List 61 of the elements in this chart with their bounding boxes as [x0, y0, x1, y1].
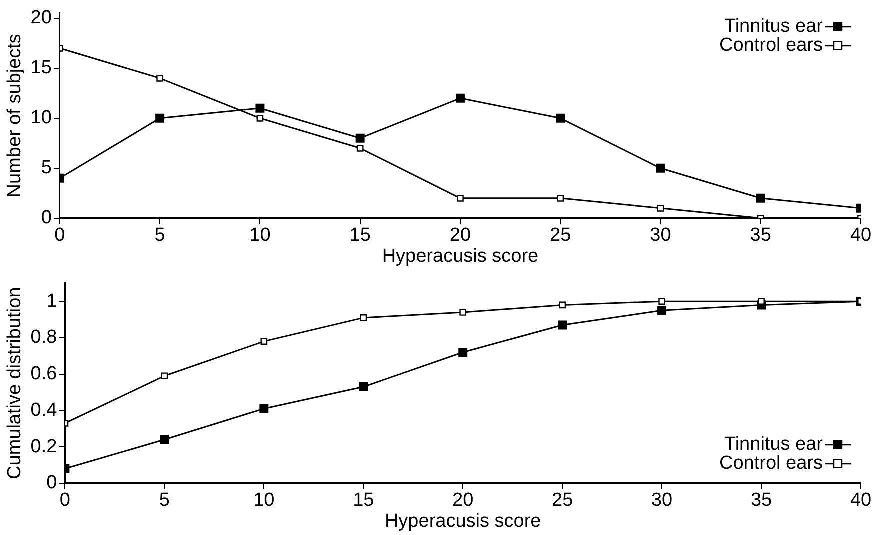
x-tick-label: 35 [750, 490, 772, 512]
point [161, 372, 168, 380]
x-axis-title: Hyperacusis score [384, 510, 542, 532]
x-tick-label: 15 [353, 490, 374, 512]
point [256, 104, 265, 113]
y-tick-label: 0.6 [30, 364, 58, 385]
x-tick-label: 10 [250, 225, 271, 246]
x-tick-label: 30 [651, 490, 673, 512]
x-tick-label: 0 [60, 490, 70, 512]
point [156, 114, 165, 123]
y-axis-title: Number of subjects [4, 34, 26, 198]
y-tick-label: 15 [30, 58, 52, 79]
point [160, 435, 170, 444]
point [156, 74, 164, 82]
point [556, 114, 566, 123]
point [260, 338, 268, 346]
x-tick-label: 5 [159, 490, 170, 512]
x-tick-label: 5 [154, 225, 166, 246]
point [256, 114, 264, 122]
point [559, 302, 566, 309]
legend-label: Control ears [720, 35, 823, 56]
point [360, 314, 368, 322]
point [658, 306, 667, 316]
legend-label: Tinnitus ear [724, 16, 824, 38]
y-tick-label: 0.4 [30, 400, 58, 421]
point [260, 404, 269, 414]
point [460, 309, 467, 316]
point [656, 164, 666, 173]
y-tick-label: 5 [41, 158, 52, 179]
point [356, 144, 364, 152]
legend-label: Tinnitus ear [724, 434, 824, 456]
x-tick-label: 30 [650, 225, 672, 246]
point [658, 298, 666, 306]
legend-label: Control ears [720, 453, 823, 474]
y-tick-label: 0 [46, 472, 58, 494]
y-tick-label: 1 [46, 290, 58, 312]
point [457, 194, 464, 202]
x-tick-label: 25 [552, 490, 574, 512]
point [558, 320, 568, 330]
y-axis-title: Cumulative distribution [4, 287, 26, 480]
y-tick-label: 0.8 [30, 327, 58, 348]
x-tick-label: 40 [850, 225, 872, 246]
x-tick-label: 10 [254, 490, 275, 512]
point [356, 134, 365, 143]
y-tick-label: 0.2 [30, 436, 58, 458]
x-axis-title: Hyperacusis score [382, 246, 539, 267]
x-tick-label: 40 [850, 490, 872, 512]
point [359, 382, 368, 392]
point [458, 348, 468, 357]
x-tick-label: 25 [550, 225, 572, 246]
x-tick-label: 20 [450, 225, 472, 246]
point [756, 194, 766, 203]
point [557, 194, 564, 202]
point [657, 204, 664, 212]
x-tick-label: 15 [350, 225, 371, 246]
y-tick-label: 10 [30, 108, 52, 129]
x-tick-label: 20 [452, 490, 474, 512]
point [456, 94, 465, 103]
x-tick-label: 35 [750, 225, 772, 246]
y-tick-label: 0 [41, 208, 52, 229]
y-tick-label: 20 [30, 8, 52, 29]
